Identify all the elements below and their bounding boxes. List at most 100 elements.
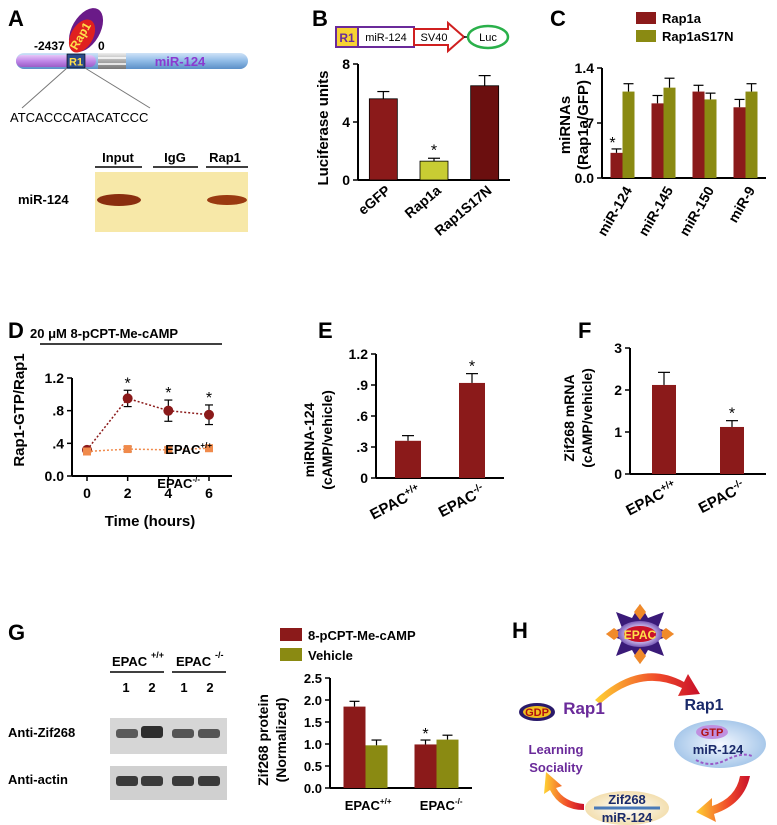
coord-left: -2437 (34, 39, 65, 53)
c-bar-mir-124-rap1a (610, 152, 623, 178)
g-legend-swatch-cpt (280, 628, 302, 641)
d-title: 20 μM 8-pCPT-Me-cAMP (30, 326, 178, 341)
e-ytick-label: 1.2 (349, 346, 369, 362)
d-point-ko (83, 447, 91, 456)
activation-arrow (595, 673, 700, 704)
panel-b-chart: R1 miR-124 SV40 Luc Luciferase units 0 4 8… (315, 20, 510, 239)
d-ytick-label: .8 (52, 403, 64, 419)
c-bar-mir-145-rap1as17n (663, 87, 676, 178)
g-group-epac-ko: EPAC -/- (176, 650, 224, 669)
panel-label-f: F (578, 318, 592, 343)
outcome-learning: Learning (529, 742, 584, 757)
b-bar-egfp (368, 98, 398, 181)
g-row-zif268: Anti-Zif268 (8, 725, 75, 740)
e-bar-1 (459, 382, 485, 478)
c-ytick-label: 0.0 (575, 170, 595, 186)
g-lane-1b: 1 (180, 680, 187, 695)
panel-label-d: D (8, 318, 24, 343)
d-xtick-label: 2 (124, 485, 132, 501)
e-ytick-label: .6 (356, 408, 368, 424)
gel-row-label: miR-124 (18, 192, 69, 207)
mir-124-gene-label: miR-124 (155, 54, 206, 69)
c-xtick-label: miR-9 (725, 183, 758, 225)
gel-header-igg: IgG (164, 150, 186, 165)
f-ylabel-2: (cAMP/vehicle) (579, 368, 595, 468)
panel-label-g: G (8, 620, 26, 645)
gel-band-input (97, 194, 141, 206)
e-bar-0 (395, 440, 421, 478)
e-ylabel-1: miRNA-124 (301, 402, 317, 477)
f-bar-1 (720, 426, 744, 474)
svg-text:EPAC: EPAC (176, 654, 212, 669)
g-legend-cpt: 8-pCPT-Me-cAMP (308, 628, 416, 643)
c-ytick-label: .7 (582, 115, 594, 131)
outcome-arrow (544, 772, 584, 810)
rap1-active-label: Rap1 (684, 697, 723, 714)
panel-h-diagram: EPAC GDP Rap1 Rap1 GTP miR-124 Zif268 mi… (519, 604, 766, 825)
d-point-wt (163, 405, 174, 416)
mir124-upper-label: miR-124 (693, 742, 744, 757)
g-bar-1-1 (436, 739, 459, 788)
f-ytick-label: 0 (614, 466, 622, 482)
b-xtick-label: Rap1a (401, 182, 444, 221)
g-xtick-label: EPAC-/- (420, 797, 463, 813)
b-ylabel: Luciferase units (315, 70, 332, 185)
gtp-label: GTP (701, 727, 724, 739)
construct-luc-label: Luc (479, 32, 497, 44)
svg-text:EPAC: EPAC (112, 654, 148, 669)
g-bar-0-1 (365, 745, 388, 788)
b-ytick-label: 0 (342, 172, 350, 188)
b-bar-rap1a (419, 160, 449, 181)
d-ytick-label: 0.0 (45, 468, 65, 484)
b-ytick-label: 8 (342, 56, 350, 72)
d-sig-star: * (125, 375, 131, 392)
construct-r1-label: R1 (339, 31, 355, 45)
c-bar-mir-150-rap1as17n (704, 99, 717, 178)
c-xtick-label: miR-145 (635, 183, 676, 238)
coord-zero: 0 (98, 39, 105, 53)
e-xtick-label: EPAC-/- (435, 482, 488, 521)
d-sig-star: * (206, 390, 212, 407)
c-legend-swatch-rap1a (636, 12, 656, 24)
c-xtick-label: miR-150 (676, 183, 717, 238)
c-ytick-label: 1.4 (575, 60, 595, 76)
e-sig-star: * (469, 359, 475, 376)
construct-sv40-arrow (413, 20, 466, 54)
c-bar-mir-124-rap1as17n (622, 91, 635, 178)
construct-sv40-label: SV40 (421, 32, 448, 44)
f-ytick-label: 3 (614, 340, 622, 356)
epac-label: EPAC (624, 628, 657, 642)
panel-g-blots: EPAC +/+ EPAC -/- 1 2 1 2 Anti-Zif268 An… (8, 650, 227, 800)
r1-sequence: ATCACCCATACATCCC (10, 110, 148, 125)
d-point-ko (205, 444, 213, 453)
b-sig-star: * (431, 142, 437, 159)
g-lane-1a: 1 (122, 680, 129, 695)
g-row-actin: Anti-actin (8, 772, 68, 787)
gdp-label: GDP (525, 707, 549, 719)
f-ytick-label: 2 (614, 382, 622, 398)
f-ylabel-1: Zif268 mRNA (561, 374, 577, 461)
e-ytick-label: 0 (360, 470, 368, 486)
e-ytick-label: .9 (356, 377, 368, 393)
c-xtick-label: miR-124 (594, 183, 635, 238)
d-xtick-label: 4 (164, 485, 172, 501)
d-point-ko (164, 445, 173, 454)
construct-mir-label: miR-124 (365, 32, 407, 44)
d-ytick-label: 1.2 (45, 370, 65, 386)
b-bar-rap1s17n (470, 85, 500, 181)
panel-g-chart: 8-pCPT-Me-cAMP Vehicle Zif268 protein (N… (255, 628, 472, 813)
gel-header-input: Input (102, 150, 134, 165)
c-legend-rap1as17n: Rap1aS17N (662, 29, 734, 44)
g-ytick-label: 2.5 (304, 671, 322, 686)
g-ylabel-1: Zif268 protein (255, 694, 271, 786)
zif268-label: Zif268 (608, 792, 646, 807)
d-xlabel: Time (hours) (105, 513, 196, 530)
d-ylabel: Rap1-GTP/Rap1 (11, 353, 28, 466)
f-xtick-label: EPAC-/- (695, 478, 748, 517)
svg-text:-/-: -/- (215, 650, 224, 660)
g-xtick-label: EPAC+/+ (345, 797, 392, 813)
d-line-1 (86, 447, 210, 453)
c-legend-rap1a: Rap1a (662, 11, 702, 26)
c-bar-mir-150-rap1a (692, 91, 705, 178)
g-ytick-label: 1.5 (304, 715, 322, 730)
